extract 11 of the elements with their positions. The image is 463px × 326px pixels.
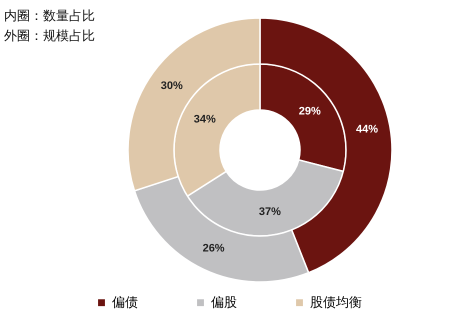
- data-label: 30%: [160, 80, 184, 92]
- data-label: 44%: [356, 124, 378, 136]
- data-label: 34%: [194, 114, 216, 126]
- legend-label: 偏债: [112, 294, 138, 310]
- data-label: 29%: [298, 105, 321, 118]
- legend-label: 股债均衡: [310, 294, 362, 310]
- data-label: 37%: [258, 206, 282, 218]
- data-label: 26%: [202, 242, 225, 255]
- text: 外圈：规模占比: [4, 28, 95, 43]
- legend-label: 偏股: [211, 294, 237, 310]
- text: 内圈：数量占比: [4, 8, 95, 23]
